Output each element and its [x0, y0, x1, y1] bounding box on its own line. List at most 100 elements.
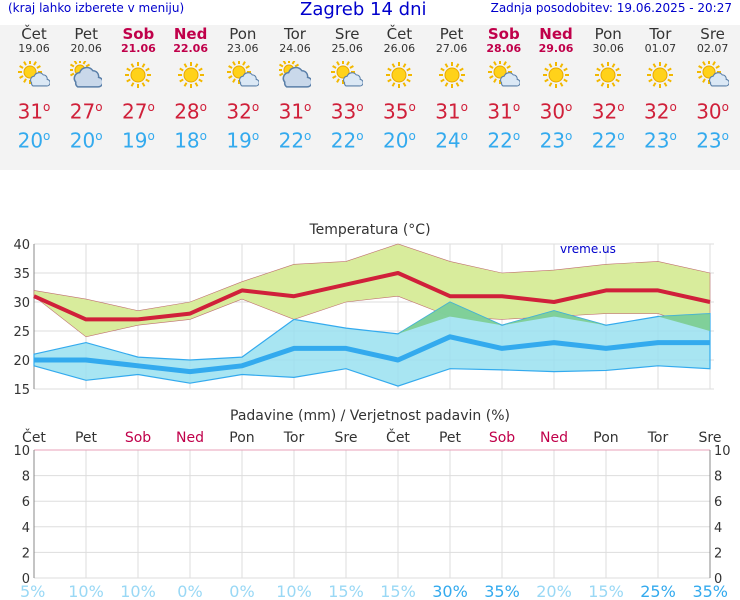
- min-temp: 23o: [643, 128, 677, 153]
- day-name: Ned: [539, 25, 573, 43]
- max-temp: 27o: [69, 99, 103, 124]
- day-date: 29.06: [538, 42, 574, 55]
- y-tick-label-right: 10: [714, 444, 731, 459]
- x-tick-label: Sre: [335, 430, 358, 446]
- day-name: Sob: [122, 25, 155, 43]
- day-column: Pon 30.06 32o 22o: [582, 25, 634, 152]
- day-name: Pet: [74, 25, 98, 43]
- precip-probability-label: 5%: [20, 582, 45, 600]
- day-date: 27.06: [435, 42, 468, 55]
- x-tick-label: Čet: [386, 428, 410, 446]
- precip-probability-label: 15%: [588, 582, 624, 600]
- precip-probability-label: 15%: [328, 582, 364, 600]
- header-bar: (kraj lahko izberete v meniju) Zagreb 14…: [0, 0, 740, 22]
- x-tick-label: Čet: [22, 428, 46, 446]
- x-tick-label: Sob: [125, 430, 151, 446]
- day-column: Ned 29.06 30o 23o: [530, 25, 582, 152]
- x-tick-label: Ned: [540, 430, 568, 446]
- sun-icon: [644, 61, 676, 89]
- sun-icon: [122, 61, 154, 89]
- day-date: 28.06: [486, 42, 522, 55]
- day-date: 02.07: [696, 42, 729, 55]
- x-tick-label: Tor: [647, 430, 669, 446]
- y-tick-label: 0: [22, 572, 30, 587]
- min-temp: 22o: [330, 128, 364, 153]
- x-tick-label: Pet: [439, 430, 462, 446]
- day-name: Pon: [229, 25, 257, 43]
- y-tick-label: 30: [13, 296, 30, 311]
- min-temp: 22o: [278, 128, 312, 153]
- day-column: Pet 20.06 27o 20o: [60, 25, 112, 152]
- min-temp: 22o: [487, 128, 521, 153]
- day-name: Tor: [284, 25, 306, 43]
- y-tick-label-right: 8: [714, 470, 722, 485]
- day-column: Sre 25.06 33o 22o: [321, 25, 373, 152]
- max-temp: 31o: [487, 99, 521, 124]
- max-temp: 27o: [121, 99, 155, 124]
- day-column: Čet 26.06 35o 20o: [373, 25, 425, 152]
- sun-icon: [592, 61, 624, 89]
- day-name: Pet: [439, 25, 464, 43]
- day-column: Sre 02.07 30o 23o: [687, 25, 739, 152]
- min-temp: 23o: [696, 128, 729, 153]
- precipitation-chart: Padavine (mm) / Verjetnost padavin (%) Če…: [13, 408, 731, 600]
- min-temp: 18o: [174, 128, 207, 153]
- day-column: Sob 28.06 31o 22o: [478, 25, 530, 152]
- chart-title: Temperatura (°C): [308, 222, 430, 238]
- x-tick-label: Sre: [699, 430, 722, 446]
- day-date: 19.06: [18, 42, 50, 55]
- min-temp: 23o: [539, 128, 573, 153]
- sun-cloud-icon: [696, 60, 730, 89]
- day-column: Pon 23.06 32o 19o: [217, 25, 269, 152]
- max-temp: 31o: [278, 99, 312, 124]
- min-temp: 24o: [435, 128, 468, 153]
- min-temp: 20o: [69, 128, 103, 153]
- x-tick-label: Tor: [283, 430, 305, 446]
- min-range-band: [33, 301, 711, 387]
- day-date: 21.06: [120, 42, 156, 55]
- y-tick-label: 25: [13, 325, 30, 340]
- day-date: 25.06: [331, 42, 363, 55]
- cloudy-icon: [69, 59, 104, 89]
- y-tick-label-right: 2: [714, 546, 722, 561]
- location-hint: (kraj lahko izberete v meniju): [8, 1, 185, 15]
- x-tick-label: Ned: [176, 430, 204, 446]
- precip-probability-label: 10%: [276, 582, 312, 600]
- day-column: Sob 21.06 27o 19o: [112, 25, 164, 152]
- sun-icon: [175, 61, 207, 89]
- day-column: Pet 27.06 31o 24o: [426, 25, 478, 152]
- sun-cloud-icon: [487, 60, 521, 89]
- sun-cloud-icon: [18, 60, 51, 89]
- precip-probability-label: 10%: [68, 582, 104, 600]
- page-title: Zagreb 14 dni: [300, 0, 427, 20]
- x-tick-label: Pon: [593, 430, 618, 446]
- max-temp: 31o: [17, 99, 51, 124]
- sun-icon: [540, 61, 572, 89]
- day-column: Ned 22.06 28o 18o: [165, 25, 217, 152]
- day-column: Čet 19.06 31o 20o: [8, 25, 60, 152]
- y-tick-label: 6: [22, 495, 30, 510]
- max-temp: 35o: [382, 99, 416, 124]
- chart-title: Padavine (mm) / Verjetnost padavin (%): [230, 408, 510, 424]
- day-name: Sre: [700, 25, 725, 43]
- day-column: Tor 24.06 31o 22o: [269, 25, 321, 152]
- day-date: 30.06: [592, 42, 624, 55]
- day-name: Pon: [594, 25, 622, 43]
- x-tick-label: Pet: [75, 430, 98, 446]
- day-name: Ned: [173, 25, 208, 43]
- x-tick-label: Pon: [229, 430, 254, 446]
- last-updated: Zadnja posodobitev: 19.06.2025 - 20:27: [490, 1, 732, 15]
- y-tick-label: 4: [22, 521, 30, 536]
- day-name: Tor: [649, 25, 672, 43]
- max-temp: 30o: [539, 99, 573, 124]
- min-temp: 19o: [226, 128, 260, 153]
- y-tick-label: 2: [22, 546, 30, 561]
- day-name: Čet: [21, 25, 47, 43]
- max-temp: 32o: [226, 99, 260, 124]
- day-name: Sre: [334, 25, 360, 43]
- day-name: Čet: [386, 25, 413, 43]
- y-tick-label: 35: [13, 267, 30, 282]
- max-temp: 31o: [435, 99, 468, 124]
- max-temp: 32o: [591, 99, 625, 124]
- y-tick-label-right: 4: [714, 521, 722, 536]
